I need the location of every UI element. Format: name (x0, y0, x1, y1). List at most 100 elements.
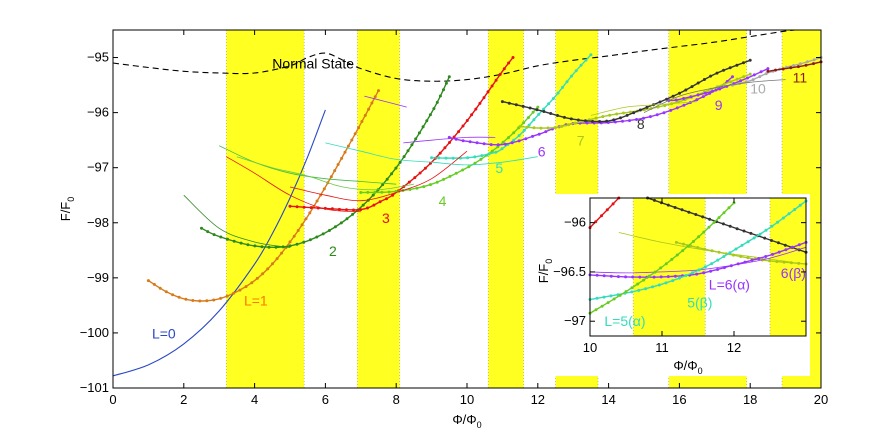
series-point (522, 128, 526, 132)
inset-series-point (783, 243, 787, 247)
series-point (511, 56, 515, 59)
series-group (113, 30, 823, 377)
series-point (448, 141, 451, 144)
series-point (352, 208, 355, 212)
series-point (437, 156, 441, 160)
series-point (742, 75, 746, 79)
inset-series-point (642, 278, 646, 282)
series-point (381, 183, 385, 187)
inset-series-point (609, 274, 613, 278)
x-tick-label: 20 (814, 392, 828, 407)
series-point (423, 166, 427, 170)
series-point (444, 156, 448, 160)
series-point (478, 101, 482, 105)
series-point (781, 67, 785, 71)
series-point (274, 245, 278, 249)
series-point (689, 95, 693, 99)
inset-x-axis-label: Φ/Φ0 (673, 358, 702, 376)
series-point (567, 123, 571, 127)
series-point (479, 157, 483, 161)
series-thin-purple (403, 136, 496, 144)
series-point (370, 101, 374, 105)
series-point (729, 80, 733, 84)
series-point (470, 113, 474, 117)
series-point (171, 293, 175, 297)
series-point (585, 121, 589, 125)
series-point (444, 81, 448, 85)
inset-series-point (763, 236, 767, 240)
series-point (267, 245, 271, 249)
inset-axis-ticks: 10 11 12 −97 −96.5 −96 (553, 198, 806, 355)
series-point (703, 91, 707, 95)
inset-series-point (764, 228, 768, 232)
series-point (532, 126, 536, 130)
series-point (336, 163, 340, 166)
inset-series-point (657, 283, 661, 287)
series-point (447, 135, 451, 139)
series-point (428, 113, 432, 117)
series-point (746, 76, 749, 80)
inset-series-point (721, 222, 725, 226)
inset-series-3-inset (590, 198, 620, 229)
inset-series-point (717, 216, 721, 220)
series-point (402, 155, 406, 159)
series-point (367, 107, 371, 111)
inset-series-point (664, 262, 668, 266)
series-point (339, 221, 343, 225)
series-point (789, 66, 793, 70)
series-point (177, 295, 181, 299)
inset-series-point (770, 224, 774, 228)
series-point (526, 116, 530, 120)
series-point (722, 68, 726, 72)
series-l-0 (113, 109, 326, 377)
series-point (353, 132, 357, 136)
series-point (671, 94, 675, 98)
series-point (417, 131, 421, 135)
series-point (574, 121, 577, 125)
series-point (507, 136, 510, 140)
inset-series-point (630, 290, 634, 294)
series-point (360, 120, 364, 123)
series-point (152, 282, 156, 286)
series-point (321, 232, 325, 236)
series-point (751, 78, 755, 82)
series-point (742, 61, 745, 65)
series-point (684, 88, 688, 92)
series-point (553, 126, 557, 130)
series-point (522, 121, 526, 125)
inset-series-point (697, 268, 701, 272)
inset-series-point (602, 295, 606, 299)
series-point (366, 190, 370, 194)
inset-series-point (606, 301, 610, 305)
series-point (584, 58, 588, 62)
inset-series-point (764, 255, 768, 258)
series-point (302, 205, 306, 209)
series-point (748, 58, 752, 62)
series-point (408, 188, 412, 191)
inset-series-point (638, 275, 642, 279)
series-point (539, 126, 543, 130)
inset-series-point (675, 253, 679, 257)
inset-series-point (696, 246, 700, 249)
series-point (359, 208, 363, 212)
label-9: 9 (715, 97, 723, 113)
series-point (589, 53, 593, 57)
series-point (295, 205, 299, 209)
inset-series-point (637, 288, 641, 292)
inset-y-axis-label: F/F0 (536, 259, 554, 284)
x-axis-label: Φ/Φ0 (452, 412, 481, 430)
series-point (642, 116, 645, 120)
inset-yellow-bands (632, 198, 807, 336)
inset-series-point (594, 308, 598, 312)
series-point (380, 190, 384, 194)
series-point (799, 62, 802, 66)
series-point (792, 64, 796, 67)
series-point (308, 211, 312, 215)
inset-series-point (697, 235, 701, 239)
inset-series-point (784, 248, 788, 252)
series-point (438, 94, 442, 98)
y-tick-label: −95 (87, 50, 109, 65)
series-point (280, 251, 284, 255)
series-point (288, 244, 292, 248)
yellow-band (226, 30, 305, 388)
